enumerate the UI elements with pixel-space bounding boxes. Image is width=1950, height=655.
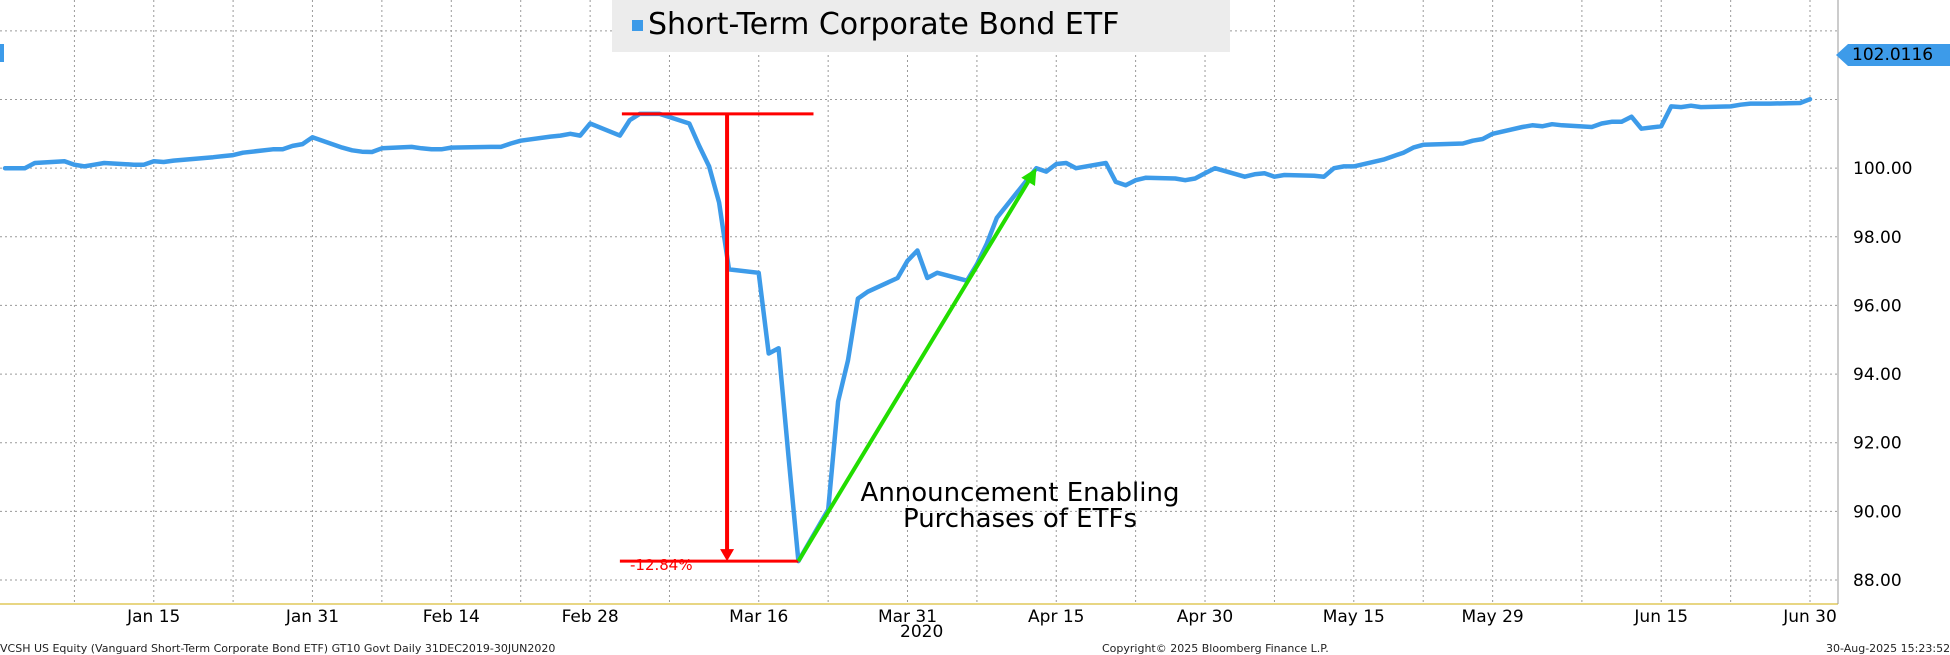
x-tick-label: Jun 30 [1782,607,1837,627]
legend-label: Short-Term Corporate Bond ETF [648,7,1120,42]
y-tick-label: 90.00 [1853,502,1902,522]
footer-timestamp: 30-Aug-2025 15:23:52 [1826,642,1950,655]
y-tick-label: 96.00 [1853,296,1902,316]
x-tick-label: Apr 15 [1028,607,1084,627]
axes [0,0,1839,605]
x-tick-label: Feb 14 [423,607,480,627]
y-tick-label: 92.00 [1853,434,1902,454]
legend-swatch [632,20,643,31]
y-tick-label: 88.00 [1853,571,1902,591]
year-label: 2020 [900,622,944,642]
x-tick-label: Apr 30 [1177,607,1233,627]
legend [612,0,1230,52]
drawdown-label: -12.84% [630,556,693,574]
last-value-tag: 102.0116 [1836,44,1950,66]
x-tick-label: May 15 [1323,607,1385,627]
x-tick-label: Mar 16 [729,607,788,627]
y-tick-label: 100.00 [1853,159,1912,179]
series-line [2,96,1813,564]
series-layer [2,96,1813,564]
x-tick-label: Feb 28 [562,607,619,627]
x-tick-label: May 29 [1462,607,1524,627]
recovery-arrow-line [796,180,1030,563]
announcement-annotation: Announcement Enabling Purchases of ETFs [810,480,1230,532]
footer-copyright: Copyright© 2025 Bloomberg Finance L.P. [1102,642,1329,655]
tick-labels: 88.00 90.00 92.00 94.00 96.00 98.00 100.00 Jan … [126,159,1912,627]
x-tick-label: Jun 15 [1633,607,1688,627]
footer-source: VCSH US Equity (Vanguard Short-Term Corp… [0,642,556,655]
recovery-arrowhead [1021,168,1037,186]
x-tick-label: Jan 31 [285,607,339,627]
y-tick-label: 94.00 [1853,365,1902,385]
annotation-layer [619,112,1037,563]
drawdown-arrowhead [720,549,735,562]
left-price-marker [0,44,4,62]
annotation-line-1: Announcement Enabling [860,478,1180,508]
x-tick-label: Jan 15 [126,607,180,627]
x-tick-label: Mar 31 [878,607,937,627]
annotation-line-2: Purchases of ETFs [902,504,1137,534]
y-tick-label: 98.00 [1853,228,1902,248]
